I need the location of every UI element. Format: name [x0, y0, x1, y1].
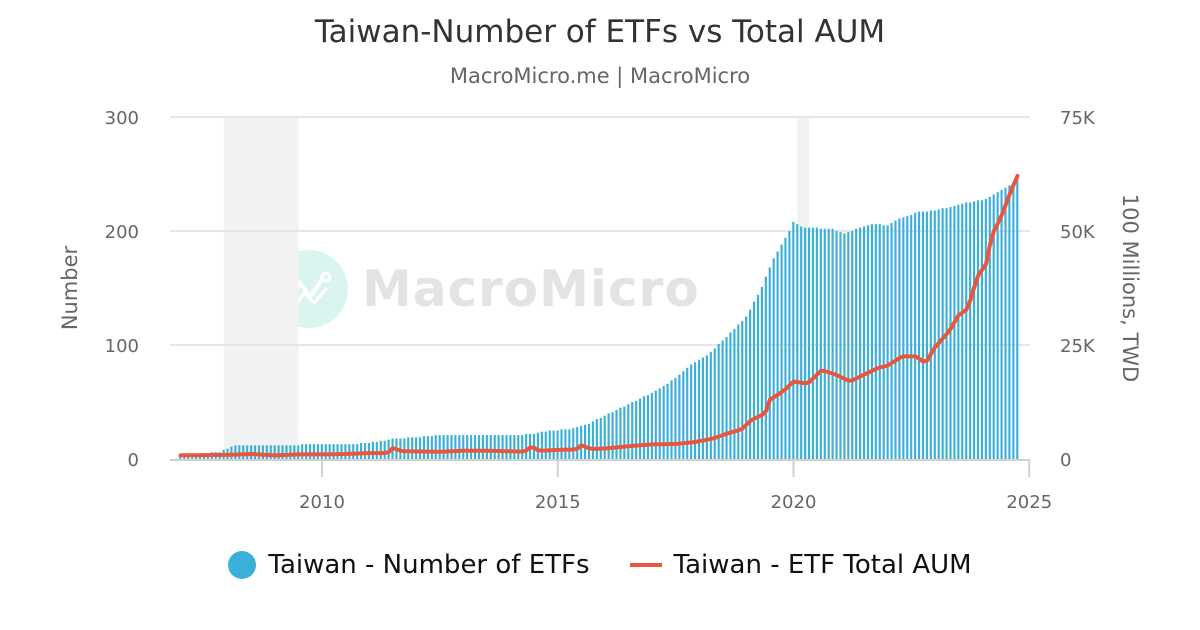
etf-count-bars[interactable]	[179, 178, 1019, 460]
circle-marker-icon	[228, 551, 257, 579]
x-axis: 2010 2015 2020 2025	[170, 459, 1052, 513]
y-axis-left: 0 100 200 300	[105, 108, 139, 471]
x-tick-label: 2025	[1006, 492, 1052, 513]
legend-label: Taiwan - Number of ETFs	[268, 550, 590, 580]
y-right-tick-label: 75K	[1060, 108, 1096, 129]
x-tick-label: 2010	[299, 492, 345, 513]
y-axis-right-title: 100 Millions, TWD	[1118, 194, 1142, 382]
aum-line[interactable]	[178, 173, 1020, 458]
legend-label: Taiwan - ETF Total AUM	[673, 550, 972, 580]
legend: Taiwan - Number of ETFs Taiwan - ETF Tot…	[0, 550, 1200, 580]
y-axis-right: 0 25K 50K 75K	[1060, 108, 1096, 471]
y-left-tick-label: 100	[105, 336, 139, 357]
y-left-tick-label: 0	[128, 450, 139, 471]
x-tick-label: 2020	[771, 492, 817, 513]
y-axis-left-title: Number	[58, 245, 82, 330]
y-right-tick-label: 50K	[1060, 222, 1096, 243]
y-right-tick-label: 0	[1060, 450, 1071, 471]
legend-item-etf-count[interactable]: Taiwan - Number of ETFs	[228, 550, 590, 580]
recession-shading	[223, 117, 810, 459]
gridlines	[170, 116, 1030, 346]
y-left-tick-label: 200	[105, 222, 139, 243]
legend-item-aum[interactable]: Taiwan - ETF Total AUM	[629, 550, 972, 580]
y-right-tick-label: 25K	[1060, 336, 1096, 357]
y-left-tick-label: 300	[105, 108, 139, 129]
chart-subtitle: MacroMicro.me | MacroMicro	[449, 64, 751, 88]
chart-title: Taiwan-Number of ETFs vs Total AUM	[314, 14, 886, 50]
x-tick-label: 2015	[535, 492, 581, 513]
line-marker-icon	[629, 563, 662, 567]
